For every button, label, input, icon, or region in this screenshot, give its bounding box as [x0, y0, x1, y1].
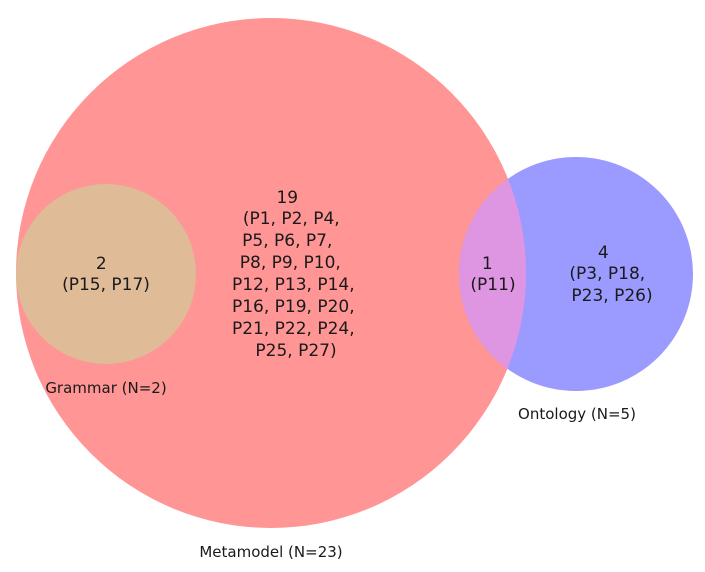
ontology-set-label: Ontology (N=5): [518, 405, 636, 423]
meta-onto-region-label: 1 (P11): [470, 254, 515, 295]
metamodel-set-label: Metamodel (N=23): [199, 543, 342, 561]
metamodel-only-count: 19: [276, 188, 298, 208]
meta-onto-count: 1: [482, 254, 493, 274]
grammar-region-label: 2 (P15, P17): [62, 254, 150, 295]
ontology-only-count: 4: [598, 243, 609, 263]
metamodel-only-region-label: 19 (P1, P2, P4, P5, P6, P7, P8, P9, P10,…: [232, 188, 360, 361]
ontology-only-region-label: 4 (P3, P18, P23, P26): [569, 243, 652, 306]
grammar-circle: [16, 184, 196, 364]
metamodel-circle: [16, 18, 526, 528]
grammar-set-label: Grammar (N=2): [45, 379, 166, 397]
grammar-count: 2: [96, 254, 107, 274]
